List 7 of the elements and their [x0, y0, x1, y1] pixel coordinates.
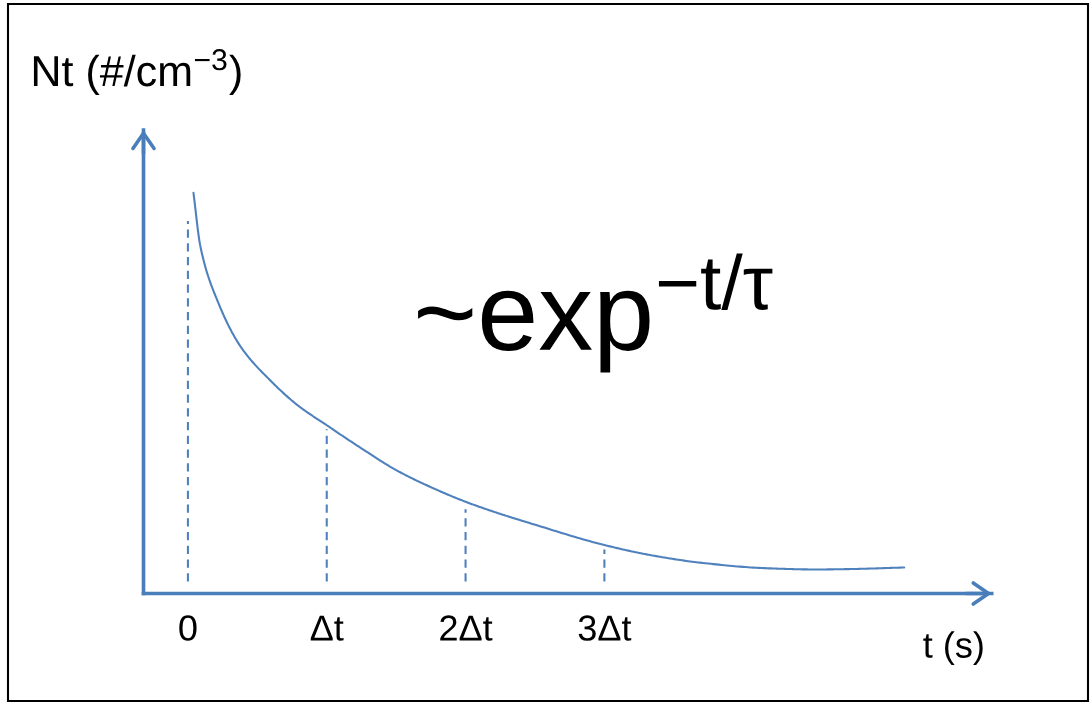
x-tick-label: 3Δt	[578, 615, 632, 641]
x-tick-label: 0	[179, 615, 197, 641]
x-axis-title: t (s)	[923, 631, 983, 666]
y-axis-title: Nt (#/cm$^{−3}$)	[33, 49, 241, 95]
annotation: ~exp$^{−t/τ}$	[418, 253, 773, 373]
x-tick-label: Δt	[310, 615, 344, 641]
x-tick-label: 2Δt	[440, 615, 493, 641]
